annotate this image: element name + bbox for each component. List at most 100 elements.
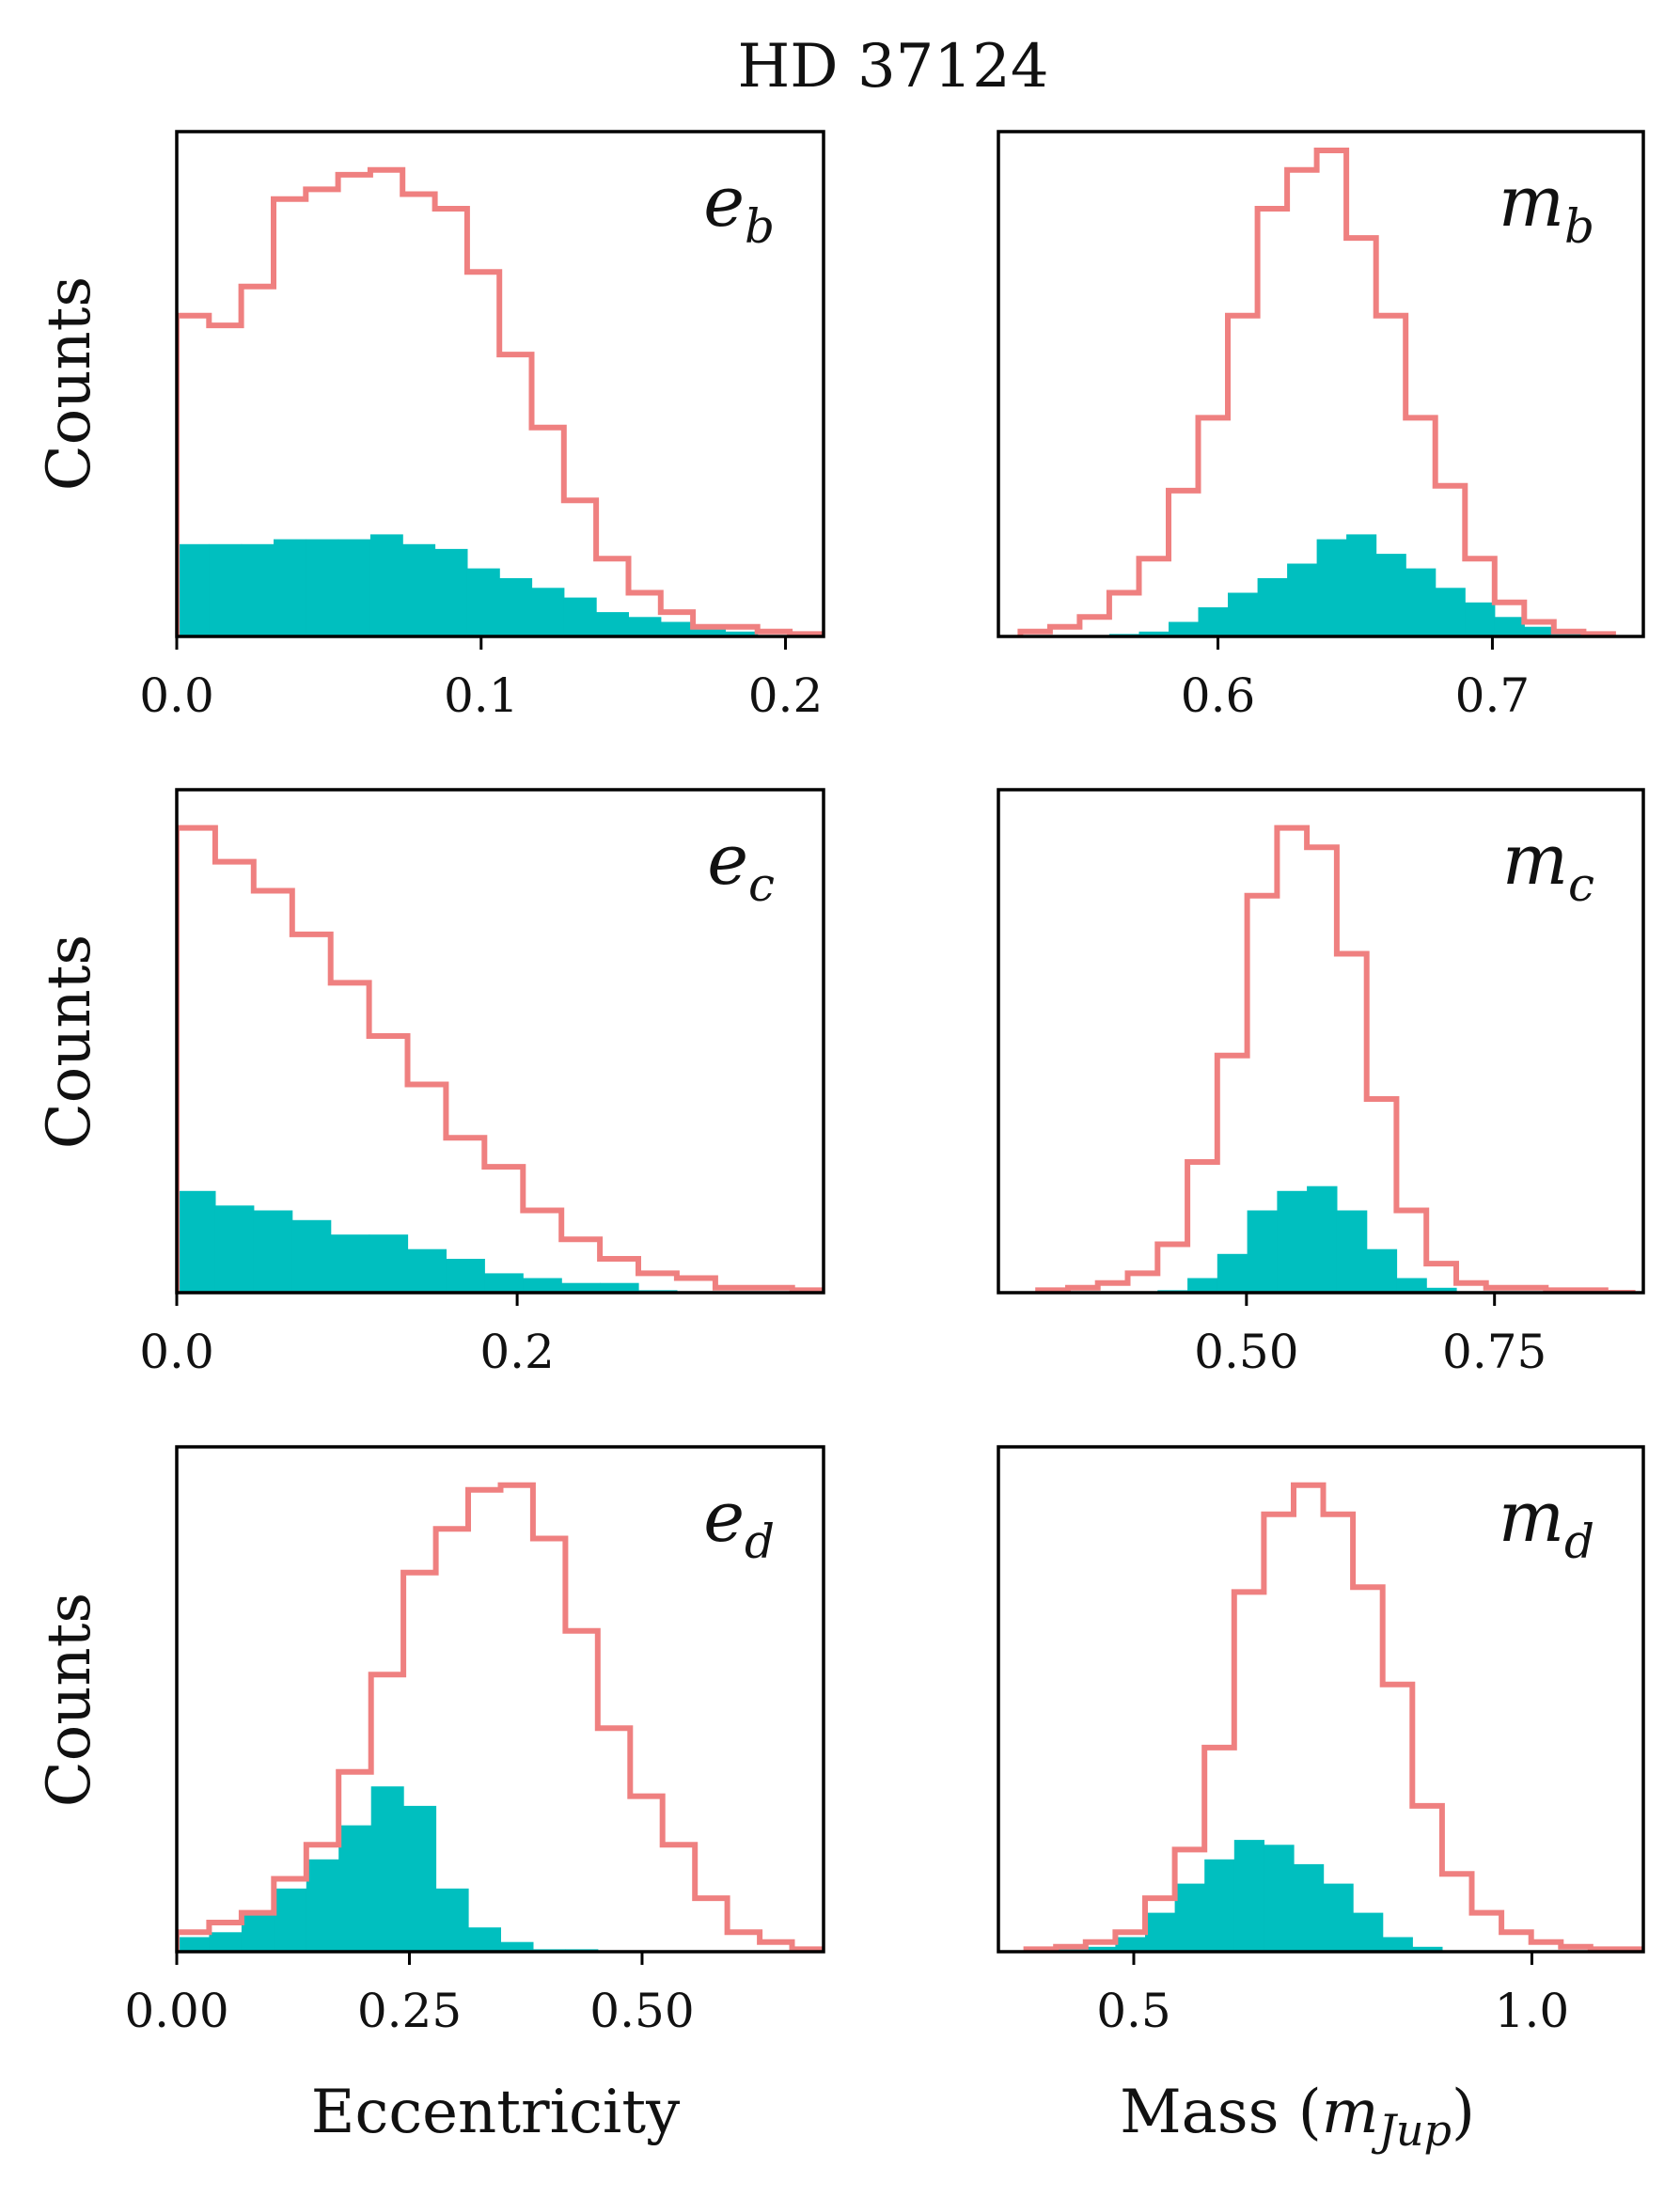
panel-label: md: [1499, 1477, 1594, 1569]
stable-bars: [177, 1786, 599, 1952]
stable-bar: [338, 1825, 372, 1952]
stable-bar: [1198, 607, 1229, 636]
stable-bar: [306, 539, 339, 636]
stable-bar: [330, 1234, 370, 1293]
panel-e-d: 0.00 0.25 0.50 ed: [124, 1445, 825, 2038]
panel-label: ed: [703, 1477, 775, 1569]
panel-label-sub: b: [745, 199, 775, 254]
stable-bar: [1138, 631, 1170, 636]
stable-bar: [214, 1205, 255, 1293]
stable-bar: [403, 1805, 437, 1952]
stable-bar: [660, 621, 694, 636]
stable-bar: [1174, 1883, 1205, 1952]
panel-frame: [997, 788, 1645, 1295]
stable-bar: [209, 1932, 243, 1952]
xlabel-mass-close: ): [1452, 2078, 1475, 2147]
panel-label: ec: [707, 820, 775, 912]
stable-bar: [1294, 1863, 1325, 1952]
panel-m-c: 0.50 0.75 mc: [997, 788, 1645, 1379]
stable-bar: [241, 1912, 275, 1952]
stable-bar: [407, 1248, 447, 1293]
stable-bars: [1157, 1185, 1457, 1293]
stable-bar: [402, 543, 436, 636]
stable-bar: [725, 631, 759, 636]
panel-label-main: m: [1502, 820, 1568, 901]
x-tick-label: 0.7: [1455, 668, 1531, 723]
stable-bar: [1277, 1190, 1308, 1293]
stable-bar: [523, 1278, 562, 1293]
stable-bar: [435, 1888, 469, 1952]
x-tick-label: 0.6: [1181, 668, 1256, 723]
all-samples-group: [1035, 824, 1636, 1293]
stable-bar: [291, 1219, 332, 1293]
panel-label-sub: b: [1564, 199, 1594, 254]
stable-bar: [369, 534, 403, 636]
panel-frame: [175, 1445, 825, 1954]
xlabel-mass: Mass (mJup): [1120, 2078, 1475, 2156]
x-tick-label: 0.2: [748, 668, 824, 723]
panel-e-c: 0.0 0.2 ec: [139, 788, 825, 1379]
stable-bar: [1524, 626, 1555, 636]
stable-bar: [1435, 588, 1466, 636]
all-samples-group: [177, 824, 824, 1293]
stable-bar: [1217, 1253, 1248, 1293]
stable-bars: [177, 1190, 678, 1293]
x-tick-label: 0.2: [479, 1325, 555, 1379]
stable-bar: [369, 1234, 409, 1293]
xlabel-mass-symbol: m: [1322, 2078, 1379, 2147]
stable-bar: [1426, 1287, 1457, 1293]
stable-bar: [628, 617, 662, 636]
all-samples-step: [177, 166, 824, 636]
panel-label: mb: [1499, 162, 1594, 254]
stable-bar: [1405, 568, 1437, 636]
stable-bar: [338, 539, 371, 636]
all-samples-group: [1023, 1482, 1643, 1952]
ylabel-row1: Counts: [35, 276, 104, 492]
stable-bar: [1323, 1883, 1354, 1952]
xlabel-mass-subscript: Jup: [1371, 2105, 1452, 2156]
stable-bar: [434, 548, 468, 636]
stable-bar: [1115, 1937, 1146, 1952]
panel-label-sub: c: [1568, 857, 1594, 912]
stable-bar: [1187, 1278, 1218, 1293]
all-samples-group: [1017, 148, 1616, 636]
panel-label: eb: [703, 162, 775, 254]
stable-bar: [1412, 1946, 1443, 1952]
panel-e-b: 0.0 0.1 0.2 eb: [139, 130, 825, 723]
stable-bar: [1353, 1912, 1384, 1952]
stable-bar: [600, 1282, 639, 1293]
stable-bar: [1366, 1248, 1398, 1293]
all-samples-step: [1017, 148, 1616, 636]
x-tick-label: 1.0: [1495, 1984, 1570, 2038]
ylabel-row3: Counts: [35, 1593, 104, 1808]
xlabel-mass-text: Mass (: [1120, 2078, 1322, 2147]
panel-label-sub: d: [745, 1515, 775, 1569]
stable-bar: [1465, 602, 1496, 636]
stable-bar: [531, 588, 565, 636]
panel-frame: [997, 130, 1645, 638]
ylabel-row2: Counts: [35, 934, 104, 1150]
stable-bar: [561, 1282, 601, 1293]
x-tick-label: 0.0: [139, 1325, 214, 1379]
x-tick-label: 0.75: [1442, 1325, 1547, 1379]
x-tick-label: 0.1: [444, 668, 519, 723]
panel-label: mc: [1502, 820, 1594, 912]
stable-bar: [306, 1859, 339, 1952]
panel-label-main: m: [1499, 162, 1564, 243]
x-tick-label: 0.0: [139, 668, 214, 723]
x-tick-label: 0.50: [1194, 1325, 1298, 1379]
stable-bar: [693, 626, 726, 636]
stable-bar: [241, 543, 275, 636]
stable-bar: [484, 1273, 524, 1293]
panel-m-b: 0.6 0.7 mb: [997, 130, 1645, 723]
stable-bar: [468, 1927, 501, 1952]
stable-bar: [499, 578, 533, 636]
stable-bar: [177, 543, 210, 636]
stable-bars: [1056, 1840, 1443, 1952]
stable-bar: [1346, 534, 1377, 636]
stable-bar: [466, 568, 500, 636]
panel-label-sub: d: [1564, 1515, 1594, 1569]
stable-bar: [209, 543, 243, 636]
